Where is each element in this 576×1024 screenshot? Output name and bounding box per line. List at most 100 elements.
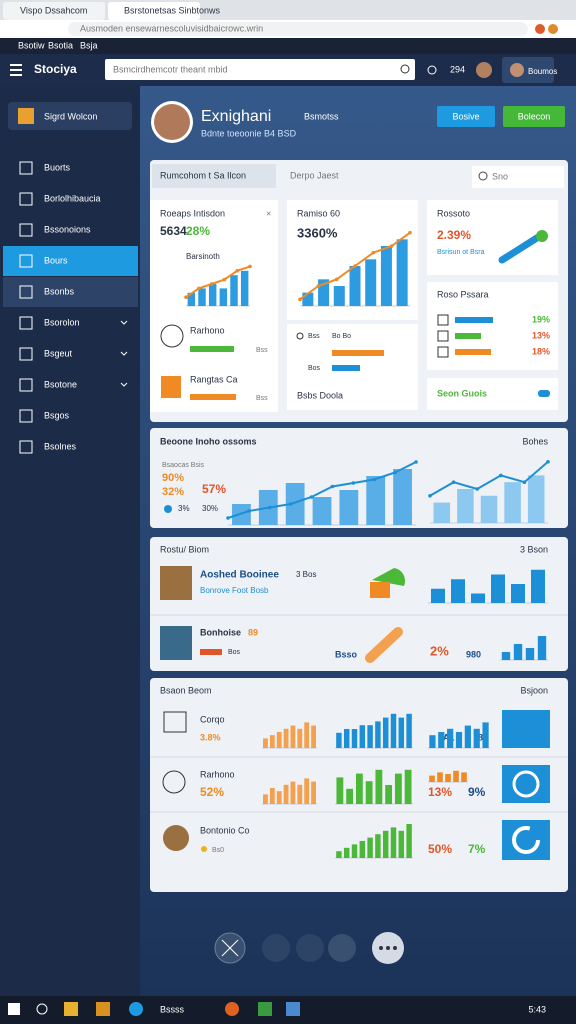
row-meta: Bss bbox=[256, 347, 268, 354]
bar bbox=[336, 851, 342, 858]
menu-icon bbox=[19, 316, 33, 330]
bar bbox=[525, 648, 535, 660]
mini-chart bbox=[428, 770, 468, 783]
bar bbox=[263, 738, 268, 748]
bar bbox=[269, 735, 275, 748]
menu-label[interactable]: Bours bbox=[44, 255, 68, 265]
bar bbox=[455, 732, 463, 748]
tab[interactable] bbox=[108, 2, 200, 20]
stat-icon bbox=[164, 505, 172, 513]
mini-chart bbox=[335, 713, 413, 749]
menu-item-active[interactable] bbox=[3, 246, 138, 276]
row-name: Aoshed Booinee bbox=[200, 570, 279, 581]
tab[interactable] bbox=[152, 164, 276, 188]
taskbar-icon[interactable] bbox=[129, 1002, 143, 1016]
taskbar-label: Bssss bbox=[160, 1004, 185, 1014]
point bbox=[499, 473, 503, 478]
tile-icon[interactable] bbox=[502, 710, 550, 748]
control-glyph bbox=[221, 939, 239, 957]
row-tag: 89 bbox=[248, 627, 258, 637]
bar bbox=[457, 489, 474, 523]
search-box[interactable] bbox=[105, 59, 415, 80]
menu-label[interactable]: Bssonoions bbox=[44, 224, 91, 234]
menu-item-hover[interactable] bbox=[3, 277, 138, 307]
card-title: Roso Pssara bbox=[437, 289, 489, 299]
tab-label[interactable]: Derpo Jaest bbox=[290, 170, 339, 180]
stat: 57% bbox=[202, 482, 226, 496]
bar bbox=[511, 584, 525, 603]
taskbar-icon[interactable] bbox=[225, 1002, 239, 1016]
progress bbox=[190, 394, 236, 400]
bar bbox=[513, 644, 523, 660]
point bbox=[522, 480, 527, 485]
menu-label[interactable]: Bsotone bbox=[44, 379, 77, 389]
button[interactable] bbox=[437, 106, 495, 127]
menu-label[interactable]: Bsgos bbox=[44, 410, 70, 420]
menu-label[interactable]: Bsolnes bbox=[44, 441, 77, 451]
taskbar-icon[interactable] bbox=[258, 1002, 272, 1016]
search-icon[interactable] bbox=[400, 64, 410, 74]
bookmark[interactable]: Bsja bbox=[80, 40, 98, 50]
profile-card[interactable] bbox=[8, 102, 132, 130]
row-name: Corqo bbox=[200, 714, 225, 724]
profile-subtitle: Bdnte toeoonie B4 BSD bbox=[201, 128, 297, 138]
menu-label[interactable]: Bsonbs bbox=[44, 286, 75, 296]
control[interactable] bbox=[262, 934, 290, 962]
avatar[interactable] bbox=[476, 62, 492, 78]
control[interactable] bbox=[328, 934, 356, 962]
ext-icon[interactable] bbox=[535, 24, 545, 34]
button[interactable] bbox=[503, 106, 565, 127]
bar bbox=[461, 772, 467, 782]
tab[interactable] bbox=[3, 2, 105, 20]
mini-chart bbox=[335, 824, 413, 859]
tab-label: Rumcohom t Sa Ilcon bbox=[160, 170, 246, 180]
taskbar-icon[interactable] bbox=[286, 1002, 300, 1016]
bar bbox=[406, 713, 412, 748]
point bbox=[267, 505, 272, 510]
counter: 294 bbox=[450, 64, 465, 74]
bar bbox=[290, 781, 296, 804]
bar bbox=[230, 275, 238, 306]
start-button[interactable] bbox=[8, 1003, 20, 1015]
panel-title: Bohes bbox=[522, 436, 548, 446]
row-name: Rarhono bbox=[200, 769, 235, 779]
bar bbox=[366, 476, 386, 525]
taskbar-icon[interactable] bbox=[64, 1002, 78, 1016]
menu-label[interactable]: Bsgeut bbox=[44, 348, 73, 358]
close-icon[interactable]: × bbox=[266, 208, 271, 218]
card-title: Roeaps Intisdon bbox=[160, 208, 225, 218]
kpi: 2.39% bbox=[437, 228, 471, 242]
bar bbox=[473, 728, 480, 748]
bar bbox=[501, 652, 511, 660]
taskbar-icon[interactable] bbox=[96, 1002, 110, 1016]
bar bbox=[336, 777, 344, 804]
kpi: 5634 bbox=[160, 224, 187, 238]
menu-label[interactable]: Bsorolon bbox=[44, 317, 80, 327]
pie-icon bbox=[370, 582, 390, 598]
menu-icon[interactable] bbox=[10, 64, 22, 76]
control[interactable] bbox=[296, 934, 324, 962]
menu-label[interactable]: Buorts bbox=[44, 162, 71, 172]
point bbox=[414, 460, 418, 464]
legend-icon bbox=[296, 332, 304, 340]
point bbox=[475, 487, 480, 491]
menu-icon bbox=[19, 161, 33, 175]
url-field[interactable] bbox=[68, 22, 528, 36]
legend-bar bbox=[332, 365, 360, 371]
ext-icon[interactable] bbox=[548, 24, 558, 34]
toggle[interactable] bbox=[538, 390, 550, 397]
stat: 2% bbox=[430, 643, 449, 658]
icon[interactable] bbox=[427, 65, 437, 75]
mini-chart bbox=[428, 569, 548, 604]
bookmark[interactable]: Bsotia bbox=[48, 40, 73, 50]
profile-icon bbox=[18, 108, 34, 124]
search-icon[interactable] bbox=[36, 1003, 48, 1015]
bar-chart: 19% 13% 18% bbox=[437, 314, 550, 358]
point bbox=[451, 480, 456, 485]
point bbox=[389, 244, 394, 248]
bookmark[interactable]: Bsotiw bbox=[18, 40, 45, 50]
stat: 13% bbox=[428, 785, 452, 799]
point bbox=[372, 477, 377, 482]
search-box[interactable] bbox=[472, 166, 564, 188]
menu-label[interactable]: Borlolhibaucia bbox=[44, 193, 101, 203]
